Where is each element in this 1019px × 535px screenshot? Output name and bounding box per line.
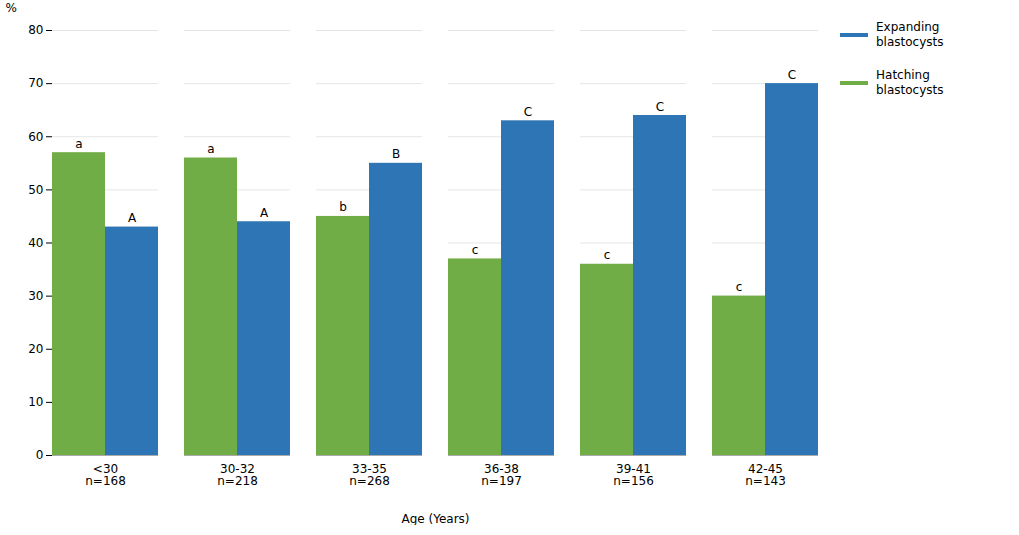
svg-text:C: C <box>656 100 664 114</box>
svg-text:a: a <box>75 137 82 151</box>
svg-text:B: B <box>392 147 400 161</box>
svg-text:40: 40 <box>28 236 43 250</box>
svg-text:30-32n=218: 30-32n=218 <box>217 462 258 488</box>
svg-text:c: c <box>472 243 479 257</box>
svg-text:b: b <box>339 200 347 214</box>
svg-text:%: % <box>6 1 17 15</box>
svg-text:Age (Years): Age (Years) <box>401 512 469 526</box>
svg-text:<30n=168: <30n=168 <box>85 462 126 488</box>
html-text:Expanding blastocysts: Expanding blastocysts <box>876 20 944 49</box>
svg-text:C: C <box>524 105 532 119</box>
svg-text:C: C <box>788 68 796 82</box>
svg-text:60: 60 <box>28 130 43 144</box>
svg-text:0: 0 <box>36 448 44 462</box>
svg-text:20: 20 <box>28 342 43 356</box>
svg-text:10: 10 <box>28 395 43 409</box>
svg-text:A: A <box>128 211 137 225</box>
html-text:Hatching blastocysts: Hatching blastocysts <box>876 68 944 97</box>
svg-text:a: a <box>207 142 214 156</box>
svg-text:36-38n=197: 36-38n=197 <box>481 462 522 488</box>
svg-text:80: 80 <box>28 23 43 37</box>
svg-text:39-41n=156: 39-41n=156 <box>613 462 654 488</box>
svg-text:c: c <box>736 280 743 294</box>
svg-text:A: A <box>260 206 269 220</box>
svg-text:30: 30 <box>28 289 43 303</box>
svg-text:50: 50 <box>28 183 43 197</box>
svg-text:42-45n=143: 42-45n=143 <box>745 462 786 488</box>
svg-text:70: 70 <box>28 76 43 90</box>
svg-text:c: c <box>604 248 611 262</box>
svg-text:33-35n=268: 33-35n=268 <box>349 462 390 488</box>
